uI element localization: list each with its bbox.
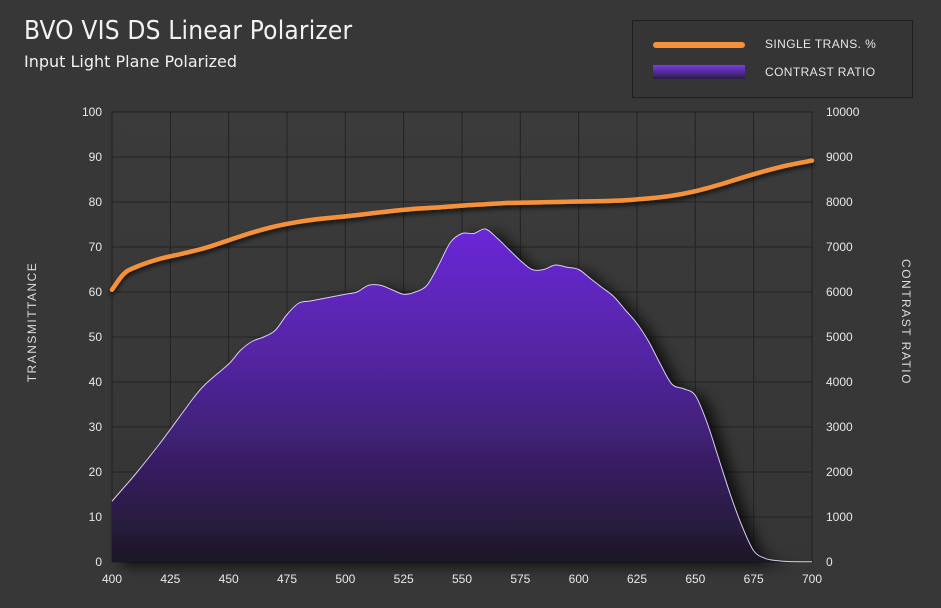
x-tick-label: 575 (510, 572, 530, 586)
contrast-ratio-area (112, 228, 812, 562)
legend-item-contrast-ratio: CONTRAST RATIO (653, 63, 903, 83)
y-tick-label: 50 (89, 330, 103, 344)
y-tick-label: 10 (89, 510, 103, 524)
y-tick-label: 20 (89, 465, 103, 479)
y-tick-label: 60 (89, 285, 103, 299)
y2-tick-label: 10000 (826, 105, 860, 119)
legend-swatch-area-icon (653, 65, 745, 79)
x-tick-label: 600 (569, 572, 589, 586)
y2-tick-label: 4000 (826, 375, 853, 389)
y2-tick-label: 6000 (826, 285, 853, 299)
y-tick-label: 70 (89, 240, 103, 254)
legend-label: CONTRAST RATIO (765, 65, 876, 79)
legend-label: SINGLE TRANS. % (765, 37, 877, 51)
y-tick-label: 80 (89, 195, 103, 209)
chart-subtitle: Input Light Plane Polarized (24, 52, 238, 71)
legend-swatch-line-icon (653, 42, 745, 48)
tick-labels: 400 425 450 475 500 525 550 575 600 625 650 675 7000… (82, 105, 860, 586)
chart-title: BVO VIS DS Linear Polarizer (24, 16, 353, 46)
contrast-ratio-layer (111, 228, 813, 563)
y2-tick-label: 2000 (826, 465, 853, 479)
y2-tick-label: 7000 (826, 240, 853, 254)
y2-tick-label: 0 (826, 555, 833, 569)
legend: SINGLE TRANS. % CONTRAST RATIO (632, 20, 913, 98)
x-tick-label: 550 (452, 572, 472, 586)
y-tick-label: 40 (89, 375, 103, 389)
x-tick-label: 650 (685, 572, 705, 586)
y2-tick-label: 1000 (826, 510, 853, 524)
x-tick-label: 675 (744, 572, 764, 586)
x-tick-label: 475 (277, 572, 297, 586)
x-tick-label: 525 (394, 572, 414, 586)
x-tick-label: 625 (627, 572, 647, 586)
legend-item-single-trans: SINGLE TRANS. % (653, 35, 903, 55)
y-axis-title: TRANSMITTANCE (25, 262, 39, 383)
y2-axis-title: CONTRAST RATIO (899, 259, 913, 385)
x-tick-label: 425 (160, 572, 180, 586)
y2-tick-label: 8000 (826, 195, 853, 209)
contrast-ratio-edge (111, 228, 813, 563)
x-tick-label: 500 (335, 572, 355, 586)
y-tick-label: 100 (82, 105, 102, 119)
y-tick-label: 30 (89, 420, 103, 434)
single-trans-line (109, 158, 815, 292)
x-tick-label: 450 (219, 572, 239, 586)
y-tick-label: 90 (89, 150, 103, 164)
single-trans-layer (109, 158, 815, 292)
x-tick-label: 700 (802, 572, 822, 586)
x-tick-label: 400 (102, 572, 122, 586)
y-tick-label: 0 (95, 555, 102, 569)
y2-tick-label: 3000 (826, 420, 853, 434)
y2-tick-label: 5000 (826, 330, 853, 344)
y2-tick-label: 9000 (826, 150, 853, 164)
